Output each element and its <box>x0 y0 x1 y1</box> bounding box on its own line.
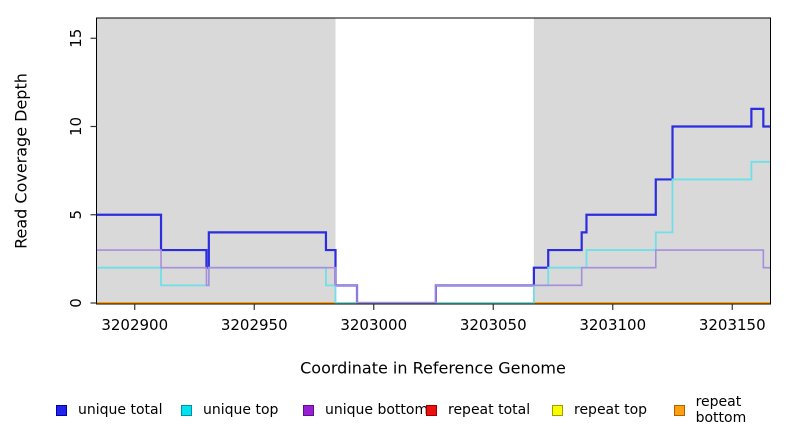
y-tick-label: 15 <box>67 29 85 48</box>
series-unique-bottom-line <box>96 249 771 304</box>
shaded-region <box>96 18 336 304</box>
y-tick-label: 0 <box>67 298 85 308</box>
x-tick-label: 3203150 <box>699 316 766 334</box>
x-tick-label: 3202900 <box>101 316 168 334</box>
y-axis-label: Read Coverage Depth <box>11 73 31 249</box>
shaded-region <box>533 18 771 304</box>
y-tick-label: 10 <box>67 117 85 136</box>
x-axis-label: Coordinate in Reference Genome <box>300 358 566 378</box>
x-tick-label: 3203000 <box>340 316 407 334</box>
x-tick-label: 3202950 <box>221 316 288 334</box>
series-unique-total-line <box>96 107 771 305</box>
plot-frame <box>96 17 771 305</box>
x-tick-label: 3203100 <box>579 316 646 334</box>
x-tick-label: 3203050 <box>460 316 527 334</box>
y-tick-label: 5 <box>67 210 85 220</box>
